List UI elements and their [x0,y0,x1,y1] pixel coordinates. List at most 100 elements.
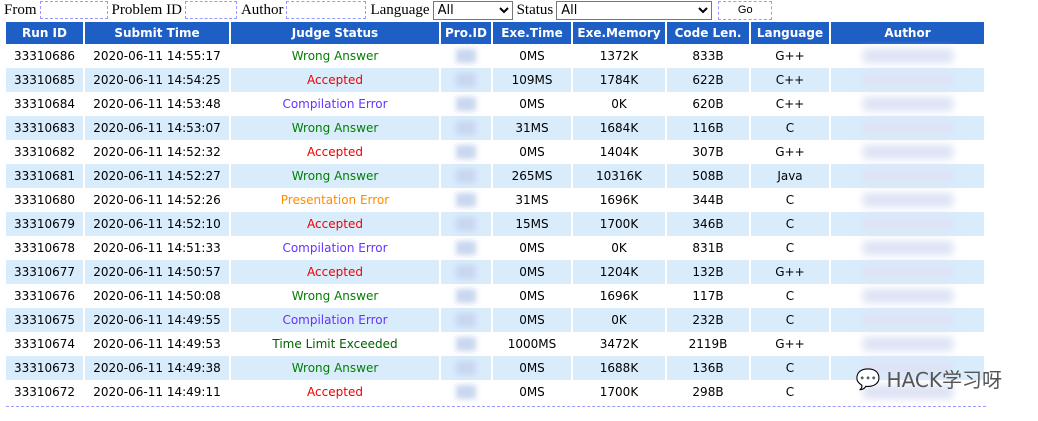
problem-id-cell[interactable] [441,188,491,212]
blurred-problem-id [456,385,476,400]
exe-time-cell: 0MS [519,289,545,303]
memory-cell: 3472K [599,337,639,351]
author-cell[interactable] [831,68,984,92]
problem-id-cell[interactable] [441,92,491,116]
memory-cell: 1696K [599,289,639,303]
problem-id-label: Problem ID [111,1,182,18]
problem-id-input[interactable] [184,1,237,19]
problem-id-cell[interactable] [441,308,491,332]
problem-id-cell[interactable] [441,380,491,404]
time-cell: 2020-06-11 14:53:48 [93,97,221,111]
wechat-icon: 💬 [855,366,881,391]
lang-cell: C [751,356,829,380]
blurred-problem-id [456,49,476,64]
lang-cell: C [751,116,829,140]
author-cell[interactable] [831,212,984,236]
memory-cell: 0K [611,97,627,111]
table-row: 33310677 2020-06-11 14:50:57 Accepted 0MS 12… [6,260,984,284]
author-cell[interactable] [831,92,984,116]
code-len-cell: 508B [667,164,749,188]
problem-id-cell[interactable] [441,68,491,92]
column-header: Pro.ID [441,22,491,44]
author-input[interactable] [286,1,367,19]
exe-time-cell: 0MS [519,49,545,63]
author-cell[interactable] [831,332,984,356]
exe-time-cell: 0MS [493,356,571,380]
status-cell[interactable]: Compilation Error [282,97,388,111]
column-header: Code Len. [667,22,749,44]
column-header: Exe.Memory [573,22,665,44]
author-cell[interactable] [831,308,984,332]
status-cell[interactable]: Accepted [231,260,439,284]
column-header: Exe.Time [493,22,571,44]
exe-time-cell: 265MS [493,164,571,188]
table-row: 33310678 2020-06-11 14:51:33 Compilation E… [6,236,984,260]
problem-id-cell[interactable] [441,140,491,164]
lang-cell: C [751,212,829,236]
problem-id-cell[interactable] [441,260,491,284]
status-cell[interactable]: Presentation Error [280,193,390,207]
code-len-cell: 132B [667,260,749,284]
author-cell[interactable] [831,260,984,284]
status-cell[interactable]: Accepted [307,385,363,399]
blurred-problem-id [456,145,476,160]
table-row: 33310674 2020-06-11 14:49:53 Time Limit Ex… [6,332,984,356]
exe-time-cell: 0MS [493,308,571,332]
memory-cell: 1684K [573,116,665,140]
blurred-problem-id [456,217,476,232]
memory-cell: 1404K [599,145,639,159]
blurred-problem-id [456,121,476,136]
problem-id-cell[interactable] [441,284,491,308]
problem-id-cell[interactable] [441,236,491,260]
run-id-cell: 33310683 [6,116,83,140]
blurred-problem-id [456,313,476,328]
blurred-author [862,145,953,160]
status-cell[interactable]: Compilation Error [282,241,388,255]
problem-id-cell[interactable] [441,116,491,140]
author-cell[interactable] [831,188,984,212]
problem-id-cell[interactable] [441,164,491,188]
problem-id-cell[interactable] [441,212,491,236]
table-row: 33310679 2020-06-11 14:52:10 Accepted 15MS 1… [6,212,984,236]
status-label: Status [516,1,554,18]
column-header: Submit Time [85,22,229,44]
time-cell: 2020-06-11 14:53:07 [85,116,229,140]
status-cell[interactable]: Accepted [231,68,439,92]
status-cell[interactable]: Accepted [307,145,363,159]
exe-time-cell: 109MS [493,68,571,92]
time-cell: 2020-06-11 14:51:33 [93,241,221,255]
status-cell[interactable]: Wrong Answer [291,289,379,303]
status-cell[interactable]: Wrong Answer [291,49,379,63]
lang-cell: G++ [775,337,805,351]
author-cell[interactable] [831,44,984,68]
status-cell[interactable]: Compilation Error [231,308,439,332]
author-cell[interactable] [831,380,984,404]
status-cell[interactable]: Wrong Answer [231,164,439,188]
go-button[interactable]: Go [718,0,773,20]
lang-cell: G++ [751,260,829,284]
filter-bar: From Problem ID Author Language All Stat… [4,0,773,20]
author-cell[interactable] [831,140,984,164]
status-select[interactable]: All [556,0,713,20]
problem-id-cell[interactable] [441,356,491,380]
language-select[interactable]: All [432,0,513,20]
status-cell[interactable]: Wrong Answer [231,116,439,140]
status-cell[interactable]: Time Limit Exceeded [272,337,398,351]
author-cell[interactable] [831,284,984,308]
status-cell[interactable]: Wrong Answer [231,356,439,380]
author-cell[interactable] [831,164,984,188]
problem-id-cell[interactable] [441,44,491,68]
author-cell[interactable] [831,356,984,380]
run-id-cell: 33310684 [13,97,76,111]
author-cell[interactable] [831,236,984,260]
blurred-problem-id [456,265,476,280]
problem-id-cell[interactable] [441,332,491,356]
code-len-cell: 831B [692,241,724,255]
run-id-cell: 33310676 [13,289,76,303]
author-cell[interactable] [831,116,984,140]
code-len-cell: 346B [667,212,749,236]
run-id-cell: 33310679 [6,212,83,236]
status-cell[interactable]: Accepted [231,212,439,236]
code-len-cell: 833B [692,49,724,63]
from-input[interactable] [39,1,108,19]
